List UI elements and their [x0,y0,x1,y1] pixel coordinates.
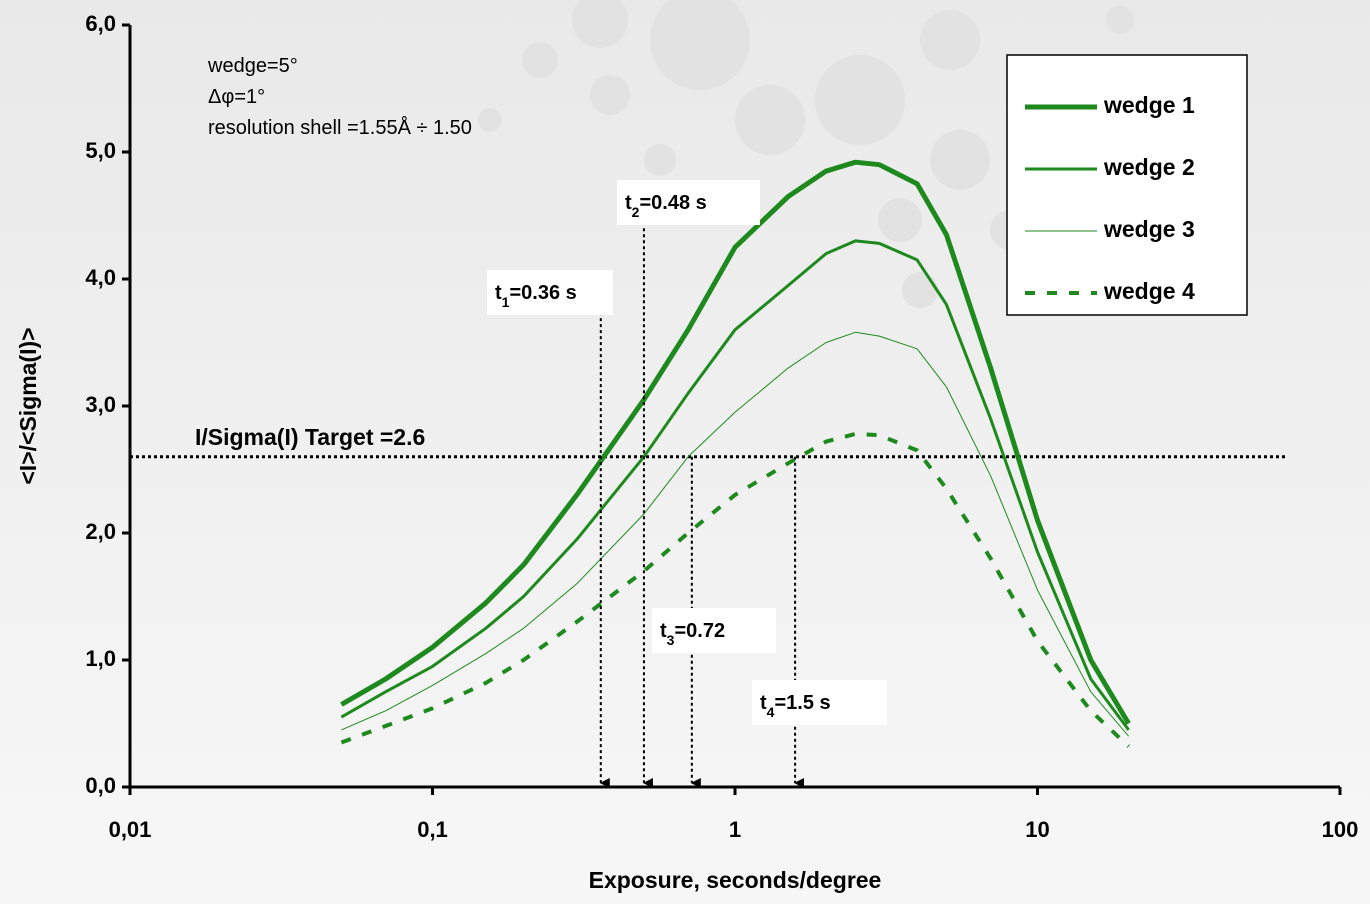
legend-label: wedge 3 [1103,216,1195,242]
y-axis-title: <I>/<Sigma(I)> [15,327,41,484]
y-tick-label: 2,0 [85,519,116,544]
y-tick-label: 6,0 [85,11,116,36]
marker-t: t [625,192,632,214]
series-line [340,431,1130,748]
x-tick-label: 10 [1025,817,1049,842]
marker-label: t3=0.72 [660,620,725,648]
target-label: I/Sigma(I) Target =2.6 [195,424,425,450]
y-tick-label: 1,0 [85,646,116,671]
note: Δφ=1° [208,86,265,108]
marker-text: =0.72 [674,620,725,642]
marker-t: t [660,620,667,642]
legend-label: wedge 4 [1103,278,1195,304]
marker-text: =1.5 s [774,692,830,714]
marker-box [752,680,887,725]
marker-sub: 2 [632,204,640,220]
series-line [340,159,1131,725]
x-tick-label: 1 [729,817,741,842]
marker-sub: 1 [502,294,510,310]
notes: wedge=5° Δφ=1° resolution shell =1.55Å ÷ 1… [207,55,472,139]
x-axis-title: Exposure, seconds/degree [589,867,882,893]
legend-label: wedge 2 [1103,154,1195,180]
marker-t: t [495,282,502,304]
note: resolution shell =1.55Å ÷ 1.50 [208,116,472,139]
legend-label: wedge 1 [1103,92,1195,118]
marker-sub: 4 [767,704,775,720]
marker-sub: 3 [667,632,675,648]
y-tick-label: 0,0 [85,773,116,798]
marker-label: t1=0.36 s [495,282,577,310]
marker-box [617,180,760,225]
marker-box [487,270,613,315]
x-tick-label: 0,1 [417,817,448,842]
note: wedge=5° [207,55,298,77]
y-tick-label: 4,0 [85,265,116,290]
marker-label: t4=1.5 s [760,692,831,720]
marker-t: t [760,692,767,714]
marker-text: =0.36 s [509,282,576,304]
decoration [478,0,1134,308]
legend-box [1006,54,1248,316]
series-line [340,239,1130,731]
x-tick-label: 0,01 [109,817,152,842]
marker-text: =0.48 s [639,192,706,214]
marker-box [652,608,776,653]
marker-label: t2=0.48 s [625,192,707,220]
y-tick-label: 5,0 [85,138,116,163]
x-tick-label: 100 [1322,817,1359,842]
series-line [341,331,1129,737]
y-tick-label: 3,0 [85,392,116,417]
